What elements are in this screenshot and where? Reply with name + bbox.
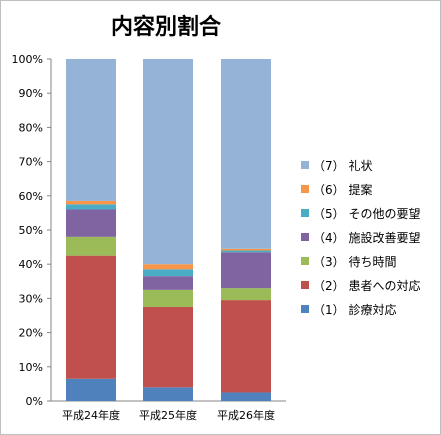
y-tick-label: 50%	[19, 224, 43, 237]
x-tick-label: 平成26年度	[217, 408, 275, 422]
y-tick-label: 0%	[26, 395, 43, 408]
y-tick-label: 60%	[19, 190, 43, 203]
bar-segment	[221, 250, 271, 253]
legend-swatch	[301, 257, 309, 265]
bar-segment	[143, 306, 193, 388]
legend-swatch	[301, 233, 309, 241]
legend-label: （7） 礼状	[313, 158, 373, 173]
legend-label: （6） 提案	[313, 182, 373, 197]
bar-segment	[66, 378, 116, 401]
bar-segment	[221, 300, 271, 393]
bar-segment	[143, 276, 193, 290]
bar-segment	[66, 255, 116, 379]
legend-item: （2） 患者への対応	[301, 273, 439, 297]
legend-swatch	[301, 305, 309, 313]
bar-segment	[143, 59, 193, 265]
x-tick-label: 平成25年度	[139, 408, 197, 422]
y-tick-label: 40%	[19, 258, 43, 271]
legend-swatch	[301, 281, 309, 289]
bar-segment	[143, 264, 193, 270]
y-tick-label: 80%	[19, 121, 43, 134]
legend-swatch	[301, 185, 309, 193]
bar-segment	[143, 269, 193, 277]
legend-item: （4） 施設改善要望	[301, 225, 439, 249]
legend-item: （5） その他の要望	[301, 201, 439, 225]
y-tick-label: 100%	[12, 53, 43, 66]
legend-swatch	[301, 161, 309, 169]
bar-segment	[66, 204, 116, 210]
legend-item: （3） 待ち時間	[301, 249, 439, 273]
legend-item: （1） 診療対応	[301, 297, 439, 321]
y-tick-label: 20%	[19, 327, 43, 340]
bar-segment	[143, 387, 193, 401]
x-tick-label: 平成24年度	[62, 408, 120, 422]
chart-title: 内容別割合	[110, 15, 221, 40]
legend-label: （3） 待ち時間	[313, 254, 397, 269]
bar-segment	[143, 289, 193, 307]
bar-segment	[66, 236, 116, 256]
legend-label: （1） 診療対応	[313, 302, 397, 317]
legend-label: （4） 施設改善要望	[313, 230, 421, 245]
bar-segment	[66, 59, 116, 201]
legend-item: （6） 提案	[301, 177, 439, 201]
bar-segment	[221, 392, 271, 401]
bar-segment	[221, 252, 271, 289]
legend-item: （7） 礼状	[301, 153, 439, 177]
bar-segment	[66, 200, 116, 205]
bar-segment	[221, 248, 271, 251]
bar-segment	[221, 59, 271, 249]
legend-swatch	[301, 209, 309, 217]
legend-label: （2） 患者への対応	[313, 278, 421, 293]
bar-segment	[221, 288, 271, 301]
y-tick-label: 30%	[19, 292, 43, 305]
y-tick-label: 70%	[19, 156, 43, 169]
legend-label: （5） その他の要望	[313, 206, 421, 221]
bar-segment	[66, 209, 116, 237]
y-tick-label: 90%	[19, 87, 43, 100]
legend: （7） 礼状 （6） 提案 （5） その他の要望 （4） 施設改善要望 （3） 待ち時間…	[301, 153, 439, 321]
y-tick-label: 10%	[19, 361, 43, 374]
